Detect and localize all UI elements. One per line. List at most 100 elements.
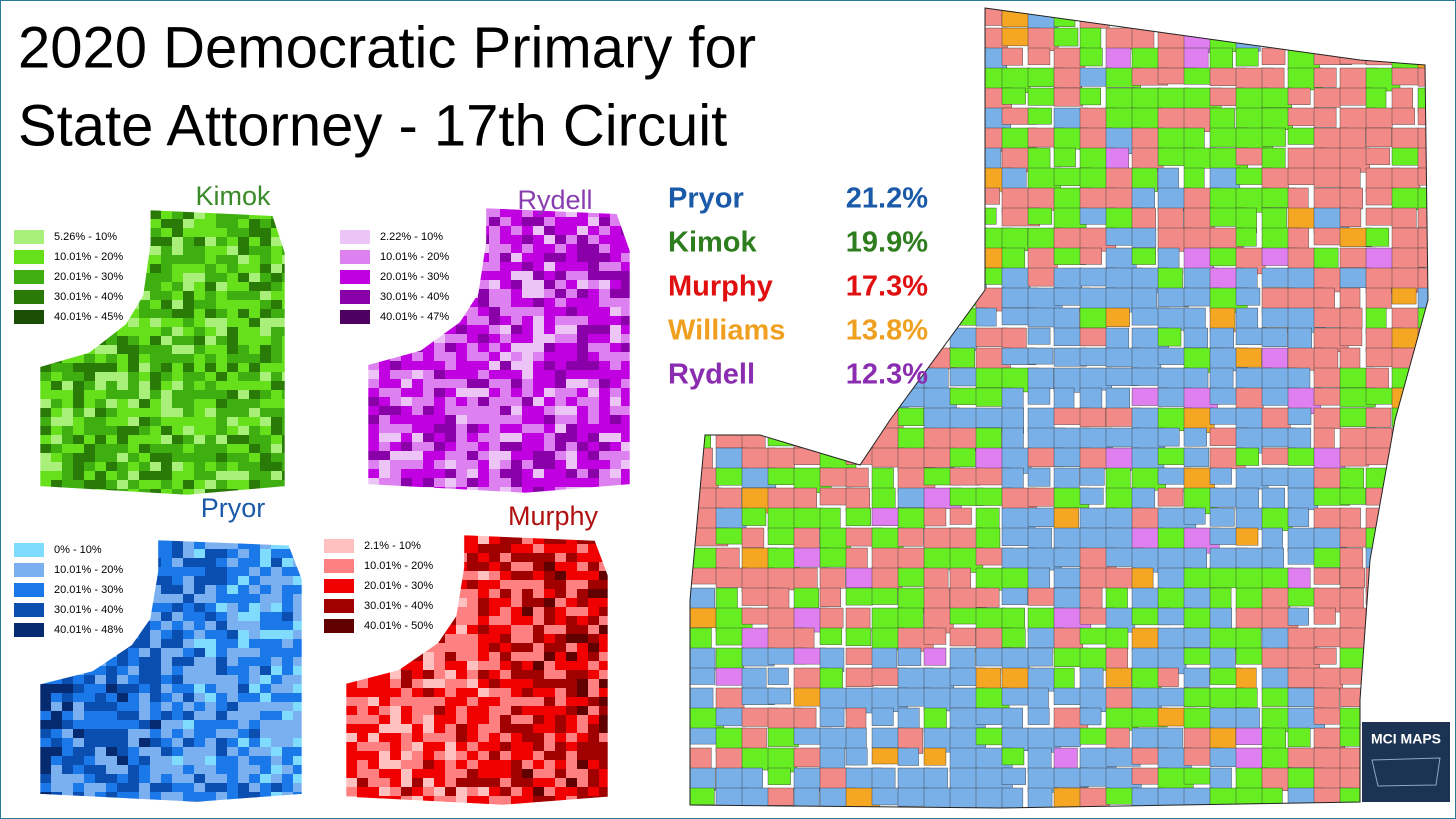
precinct (467, 778, 479, 788)
precinct (172, 273, 184, 283)
precinct (117, 336, 129, 346)
precinct (150, 417, 162, 427)
precinct (271, 630, 283, 640)
precinct (282, 738, 294, 748)
precinct (445, 634, 457, 644)
precinct (588, 625, 600, 635)
precinct (238, 747, 250, 757)
precinct (172, 756, 184, 766)
precinct (194, 435, 206, 445)
precinct (456, 724, 468, 734)
precinct (1287, 607, 1309, 626)
precinct (1417, 287, 1428, 312)
precinct (95, 774, 107, 784)
precinct (445, 388, 457, 398)
precinct (577, 733, 589, 743)
precinct (566, 424, 578, 434)
precinct (522, 316, 534, 326)
precinct (715, 507, 747, 529)
precinct (51, 783, 63, 793)
precinct (467, 406, 479, 416)
precinct (183, 585, 195, 595)
precinct (106, 462, 118, 472)
precinct (610, 217, 622, 227)
precinct (227, 594, 239, 604)
precinct (216, 462, 228, 472)
precinct (478, 325, 490, 335)
precinct (1209, 747, 1237, 767)
precinct (500, 271, 512, 281)
precinct (478, 589, 490, 599)
precinct (566, 706, 578, 716)
legend-swatch (14, 250, 44, 264)
precinct (897, 527, 924, 547)
precinct (533, 235, 545, 245)
precinct (577, 397, 589, 407)
precinct (949, 367, 978, 387)
precinct (282, 390, 285, 400)
precinct (489, 370, 501, 380)
precinct (621, 307, 630, 317)
precinct (216, 309, 228, 319)
precinct (183, 747, 195, 757)
precinct (271, 684, 283, 694)
precinct (1287, 407, 1312, 425)
precinct (599, 415, 611, 425)
precinct (227, 228, 239, 238)
precinct (566, 589, 578, 599)
precinct (73, 390, 85, 400)
precinct (690, 767, 716, 791)
precinct (566, 415, 578, 425)
precinct (1183, 327, 1208, 349)
precinct (260, 390, 272, 400)
precinct (489, 724, 501, 734)
precinct (423, 796, 435, 805)
precinct (73, 480, 85, 490)
precinct (161, 435, 173, 445)
precinct (172, 603, 184, 613)
precinct (139, 399, 151, 409)
precinct (271, 381, 283, 391)
precinct (566, 787, 578, 797)
precinct (555, 433, 567, 443)
precinct (238, 363, 250, 373)
precinct (1209, 607, 1232, 629)
precinct (271, 693, 283, 703)
precinct (599, 379, 611, 389)
precinct (610, 226, 622, 236)
precinct (216, 549, 228, 559)
precinct (282, 594, 294, 604)
precinct (238, 471, 250, 481)
precinct (139, 453, 151, 463)
precinct (478, 262, 490, 272)
precinct (271, 408, 283, 418)
precinct (282, 327, 285, 337)
precinct (500, 235, 512, 245)
precinct (511, 580, 523, 590)
precinct (610, 451, 622, 461)
precinct (533, 397, 545, 407)
precinct (478, 607, 490, 617)
precinct (871, 567, 903, 590)
precinct (741, 527, 765, 548)
precinct (467, 688, 479, 698)
precinct (183, 630, 195, 640)
precinct (522, 643, 534, 653)
precinct (161, 765, 173, 775)
precinct (260, 684, 272, 694)
precinct (216, 354, 228, 364)
legend-swatch (14, 310, 44, 324)
precinct (456, 361, 468, 371)
precinct (249, 291, 261, 301)
precinct (897, 547, 926, 570)
precinct (478, 796, 490, 805)
precinct (500, 787, 512, 797)
precinct (194, 621, 206, 631)
precinct (293, 648, 302, 658)
precinct (293, 639, 302, 649)
precinct (456, 580, 468, 590)
precinct (150, 282, 162, 292)
precinct (533, 796, 545, 805)
precinct (533, 442, 545, 452)
precinct (216, 363, 228, 373)
